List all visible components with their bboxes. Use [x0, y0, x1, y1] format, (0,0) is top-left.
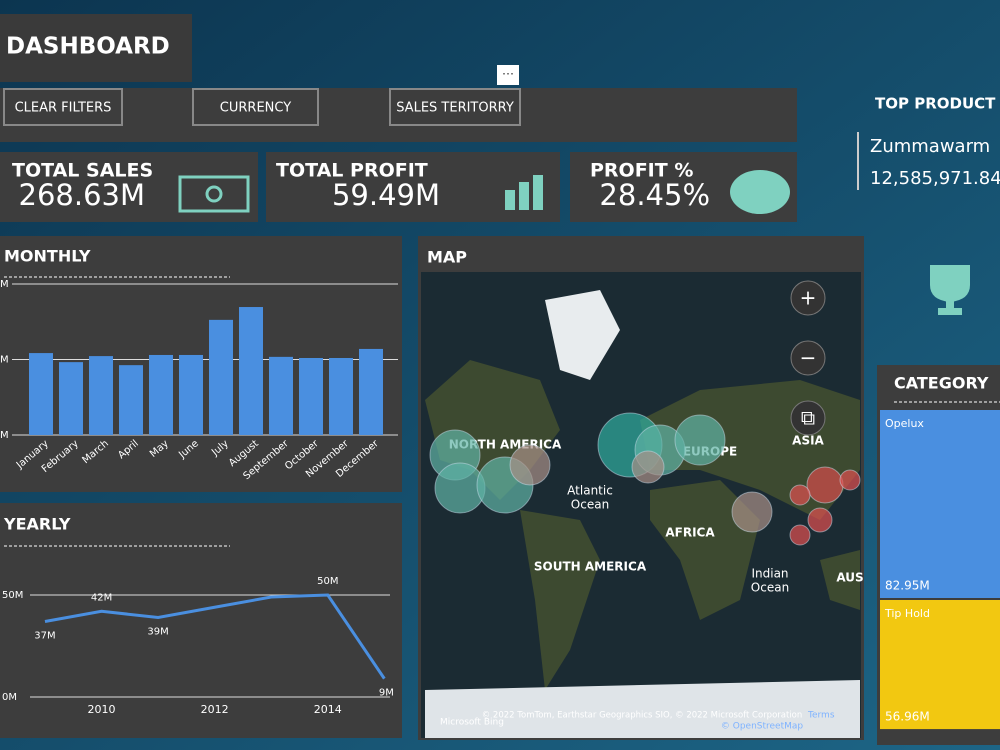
- map-label: AFRICA: [665, 526, 715, 540]
- button-label: CLEAR FILTERS: [15, 101, 112, 116]
- zoom-icon: −: [800, 346, 817, 370]
- y-tick-label: M: [0, 355, 9, 366]
- x-tick-label: 2010: [88, 703, 116, 716]
- map-bubble: [789, 484, 811, 506]
- map-title: MAP: [427, 248, 467, 267]
- data-label: 39M: [147, 626, 168, 637]
- kpi-icon: [178, 175, 250, 213]
- map-osm: © OpenStreetMap: [721, 722, 804, 732]
- zoom-circle: [790, 340, 826, 376]
- trophy-icon: [930, 265, 970, 315]
- map-zoom-button[interactable]: ⧉: [790, 400, 826, 436]
- map-label: Ocean: [571, 498, 609, 512]
- map-attribution: © 2022 TomTom, Earthstar Geographics SIO…: [482, 711, 803, 721]
- zoom-icon: +: [800, 286, 817, 310]
- map-bubble: [806, 466, 844, 504]
- y-tick-label: M: [0, 430, 9, 441]
- x-tick-label: 2012: [201, 703, 229, 716]
- map-terms[interactable]: Terms: [807, 711, 835, 721]
- map-logo: Microsoft Bing: [440, 718, 504, 728]
- more-icon: ⋯: [502, 67, 514, 81]
- map-label: Atlantic: [567, 484, 613, 498]
- bar: [59, 362, 83, 435]
- kpi-label: TOTAL SALES: [12, 160, 153, 182]
- chart-title: MONTHLY: [4, 247, 91, 266]
- kpi-icon: [533, 175, 543, 210]
- y-tick-label: M: [0, 279, 9, 290]
- zoom-icon: ⧉: [801, 406, 815, 430]
- filter-button[interactable]: SALES TERITORRY: [389, 88, 521, 126]
- bar: [359, 348, 383, 435]
- filter-button[interactable]: CURRENCY: [192, 88, 319, 126]
- tile-label: Tip Hold: [884, 607, 930, 620]
- button-box: [3, 88, 123, 126]
- top-product-name: Zummawarm: [870, 136, 990, 157]
- bar: [29, 353, 53, 435]
- treemap-tile: [880, 600, 1000, 730]
- bar: [299, 357, 323, 435]
- kpi-label: TOTAL PROFIT: [276, 160, 428, 182]
- map-bubble: [807, 507, 833, 533]
- map-bubble: [509, 444, 551, 486]
- map-bubble: [631, 450, 665, 484]
- bar: [179, 354, 203, 435]
- top-product-value: 12,585,971.84: [870, 168, 1000, 189]
- zoom-circle: [790, 400, 826, 436]
- map-bubble: [674, 414, 726, 466]
- kpi-value: 268.63M: [19, 178, 146, 212]
- y-tick-label: 50M: [2, 590, 23, 601]
- bar: [239, 307, 263, 435]
- kpi-label: PROFIT %: [590, 160, 693, 182]
- kpi-icon: [205, 185, 223, 203]
- map-zoom-button[interactable]: +: [790, 280, 826, 316]
- kpi-value: 59.49M: [332, 178, 440, 212]
- header-box: [0, 14, 192, 82]
- kpi-icon: [519, 182, 529, 210]
- kpi-card: [266, 152, 560, 222]
- data-label: 50M: [317, 576, 338, 587]
- zoom-circle: [790, 280, 826, 316]
- button-box: [192, 88, 319, 126]
- data-label: 42M: [91, 592, 112, 603]
- bar: [209, 319, 233, 435]
- tile-label: Opelux: [885, 417, 924, 430]
- data-label: 9M: [379, 688, 394, 699]
- tile-value: 82.95M: [885, 579, 930, 593]
- title: DASHBOARD: [6, 34, 170, 60]
- bar: [329, 357, 353, 435]
- tile-value: 56.96M: [885, 710, 930, 724]
- bar: [269, 356, 293, 435]
- map-label: AUS: [836, 571, 863, 585]
- chart-title: CATEGORY: [894, 374, 989, 393]
- bar: [119, 365, 143, 435]
- line: [44, 593, 386, 680]
- button-label: CURRENCY: [220, 101, 291, 116]
- map-zoom-button[interactable]: −: [790, 340, 826, 376]
- more-button[interactable]: [497, 65, 519, 85]
- bar: [89, 356, 113, 435]
- kpi-value: 28.45%: [599, 178, 710, 212]
- treemap-tile: [880, 410, 1000, 598]
- chart-title: YEARLY: [3, 515, 71, 534]
- kpi-icon: [730, 170, 790, 214]
- map-label: Ocean: [751, 581, 789, 595]
- map-bubble: [789, 524, 811, 546]
- map-label: ASIA: [792, 434, 824, 448]
- bar: [149, 354, 173, 435]
- kpi-icon: [505, 190, 515, 210]
- button-box: [389, 88, 521, 126]
- map-bubble: [731, 491, 773, 533]
- map-bubble: [839, 469, 861, 491]
- filter-button[interactable]: CLEAR FILTERS: [3, 88, 123, 126]
- data-label: 37M: [34, 631, 55, 642]
- map-label: Indian: [751, 567, 788, 581]
- x-tick-label: 2014: [314, 703, 342, 716]
- yearly-panel: [0, 503, 402, 738]
- button-label: SALES TERITORRY: [396, 101, 514, 116]
- y-tick-label: 0M: [2, 692, 17, 703]
- top-product-title: TOP PRODUCT: [875, 95, 996, 113]
- map-label: SOUTH AMERICA: [534, 560, 647, 574]
